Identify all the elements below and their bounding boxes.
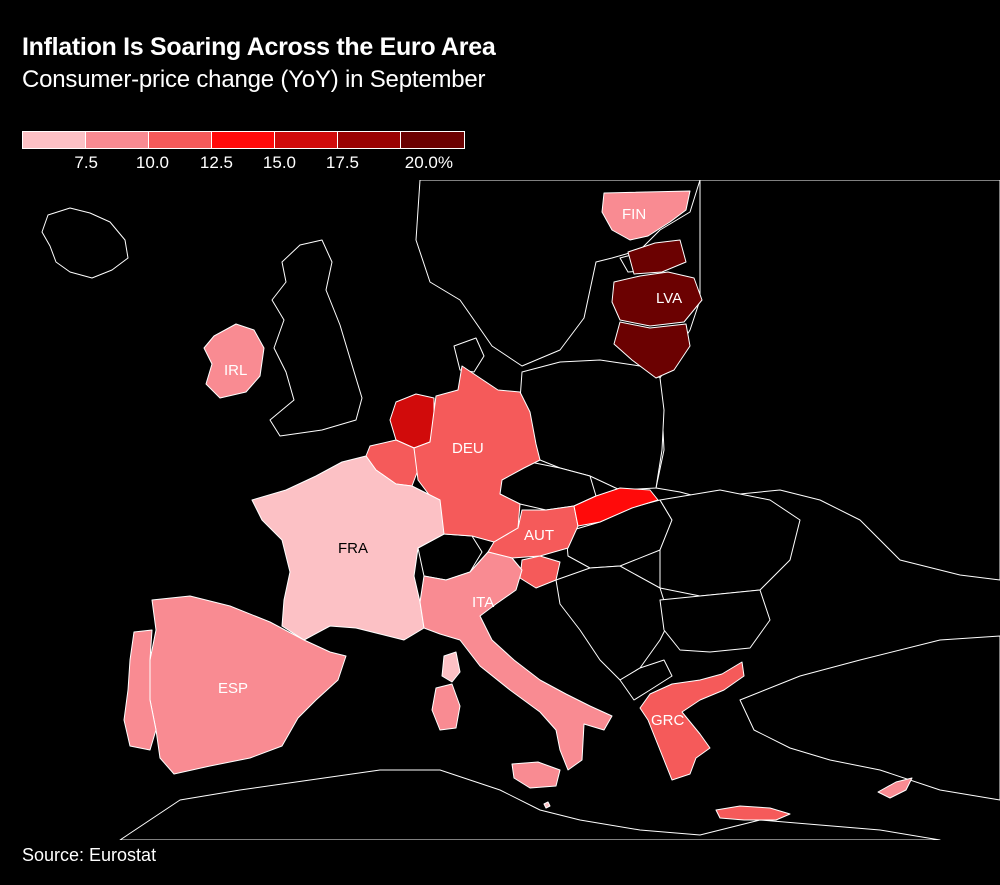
legend-swatch-3 bbox=[149, 132, 212, 148]
legend-label-15-0: 15.0 bbox=[262, 153, 296, 172]
country-balkans bbox=[555, 565, 671, 681]
region-fra-corsica bbox=[441, 651, 461, 683]
label-fin: FIN bbox=[622, 206, 646, 223]
region-grc-crete bbox=[715, 805, 791, 821]
label-ita: ITA bbox=[472, 594, 494, 611]
region-fin bbox=[601, 190, 691, 241]
region-lva bbox=[611, 271, 703, 327]
country-bulgaria bbox=[659, 589, 771, 653]
label-esp: ESP bbox=[218, 680, 248, 697]
color-legend: 7.5 10.0 12.5 15.0 17.5 20.0% bbox=[22, 131, 466, 181]
label-irl: IRL bbox=[224, 362, 247, 379]
legend-swatch-6 bbox=[338, 132, 401, 148]
legend-label-17-5: 17.5 bbox=[325, 153, 359, 172]
legend-label-7-5: 7.5 bbox=[74, 153, 98, 172]
background-land bbox=[41, 180, 1000, 840]
region-ltu bbox=[613, 321, 691, 379]
label-deu: DEU bbox=[452, 440, 484, 457]
region-prt bbox=[123, 629, 157, 751]
map-svg: FIN LVA IRL DEU FRA AUT ITA ESP GRC bbox=[41, 180, 1000, 840]
label-aut: AUT bbox=[524, 527, 554, 544]
region-ita-sardinia bbox=[431, 683, 461, 731]
country-north-africa bbox=[119, 769, 941, 840]
country-great-britain bbox=[269, 239, 363, 437]
region-svn bbox=[519, 555, 561, 589]
legend-swatch-4 bbox=[212, 132, 275, 148]
label-grc: GRC bbox=[651, 712, 685, 729]
country-albania bbox=[619, 659, 673, 701]
country-denmark bbox=[453, 337, 485, 373]
region-svk bbox=[573, 487, 659, 527]
region-est bbox=[627, 239, 687, 275]
legend-label-12-5: 12.5 bbox=[199, 153, 233, 172]
legend-swatch-5 bbox=[275, 132, 338, 148]
region-ita-sicily bbox=[511, 761, 561, 789]
region-irl bbox=[203, 323, 265, 399]
region-mlt bbox=[543, 801, 551, 809]
country-iceland bbox=[41, 207, 129, 279]
region-ita bbox=[419, 551, 613, 771]
euro-area-countries bbox=[123, 190, 913, 821]
legend-label-20-0: 20.0% bbox=[404, 153, 453, 172]
source-note: Source: Eurostat bbox=[22, 845, 157, 865]
legend-swatch-7 bbox=[401, 132, 464, 148]
country-labels: FIN LVA IRL DEU FRA AUT ITA ESP GRC bbox=[218, 206, 685, 729]
region-grc bbox=[639, 661, 745, 781]
legend-bar bbox=[22, 131, 465, 149]
europe-map: FIN LVA IRL DEU FRA AUT ITA ESP GRC bbox=[0, 180, 1000, 840]
chart-title: Inflation Is Soaring Across the Euro Are… bbox=[22, 33, 496, 61]
legend-label-10-0: 10.0 bbox=[135, 153, 169, 172]
country-romania bbox=[659, 489, 801, 597]
region-deu bbox=[413, 365, 541, 543]
chart-subtitle: Consumer-price change (YoY) in September bbox=[22, 66, 486, 93]
label-fra: FRA bbox=[338, 540, 368, 557]
region-cyp bbox=[877, 777, 913, 799]
legend-swatch-1 bbox=[23, 132, 86, 148]
legend-swatch-2 bbox=[86, 132, 149, 148]
label-lva: LVA bbox=[656, 290, 682, 307]
country-turkey bbox=[739, 635, 1000, 801]
